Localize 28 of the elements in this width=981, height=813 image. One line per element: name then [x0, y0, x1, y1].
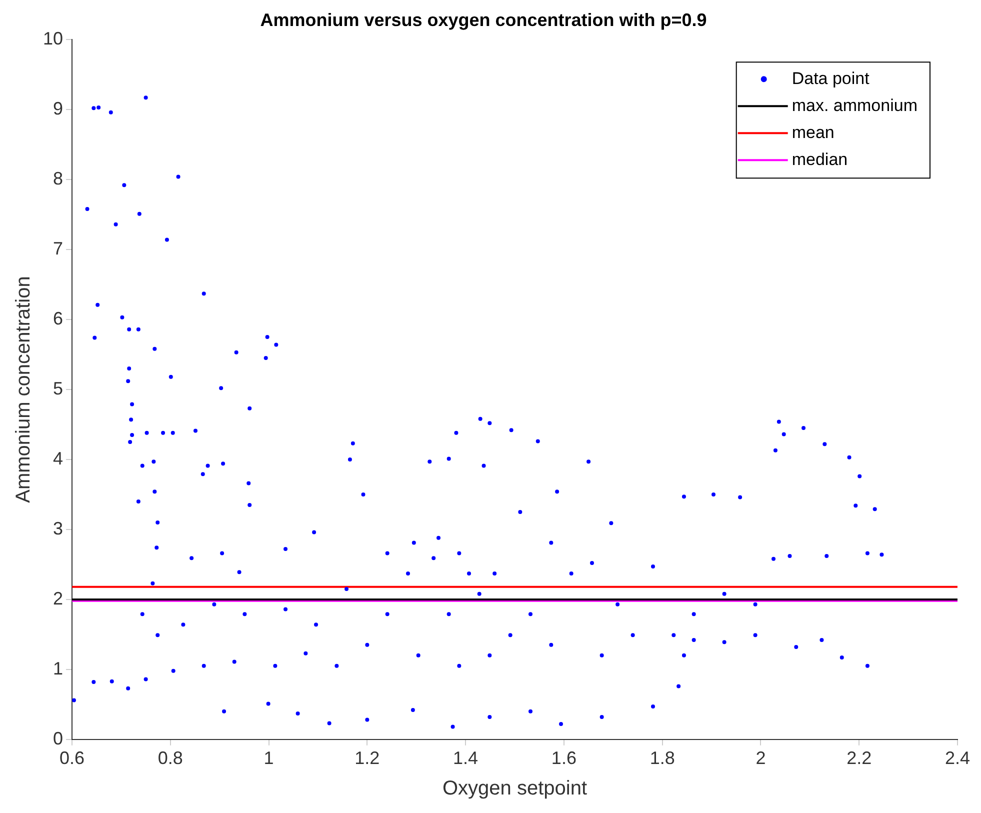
chart-title: Ammonium versus oxygen concentration with p=0.9 [260, 10, 707, 30]
x-axis-title: Oxygen setpoint [442, 778, 588, 800]
y-tick-label: 4 [53, 448, 64, 468]
y-tick-label: 2 [53, 588, 64, 608]
y-tick-label: 9 [53, 98, 64, 119]
y-tick-label: 0 [53, 728, 64, 748]
x-tick-label: 1.8 [650, 748, 675, 768]
legend-label: median [792, 150, 848, 169]
y-tick-label: 8 [53, 168, 64, 189]
y-tick-label: 7 [53, 238, 64, 259]
x-tick-label: 2.4 [944, 748, 970, 768]
legend-label: mean [792, 122, 834, 142]
x-tick-label: 1.2 [354, 748, 380, 768]
x-tick-label: 2 [756, 748, 766, 768]
x-tick-label: 2.2 [846, 748, 872, 768]
y-axis-title: Ammonium concentration [12, 276, 35, 503]
legend-label: max. ammonium [792, 96, 918, 115]
y-tick-label: 6 [53, 308, 64, 328]
x-tick-label: 1.4 [453, 748, 478, 768]
x-tick-label: 1.6 [551, 748, 576, 768]
y-tick-label: 1 [53, 658, 64, 678]
y-tick-label: 10 [42, 28, 64, 49]
x-tick-label: 0.6 [60, 748, 85, 768]
y-tick-label: 5 [53, 378, 64, 398]
legend-label: Data point [792, 68, 870, 88]
x-tick-label: 1 [264, 748, 274, 768]
y-tick-label: 3 [53, 518, 64, 538]
x-tick-label: 0.8 [158, 748, 183, 768]
